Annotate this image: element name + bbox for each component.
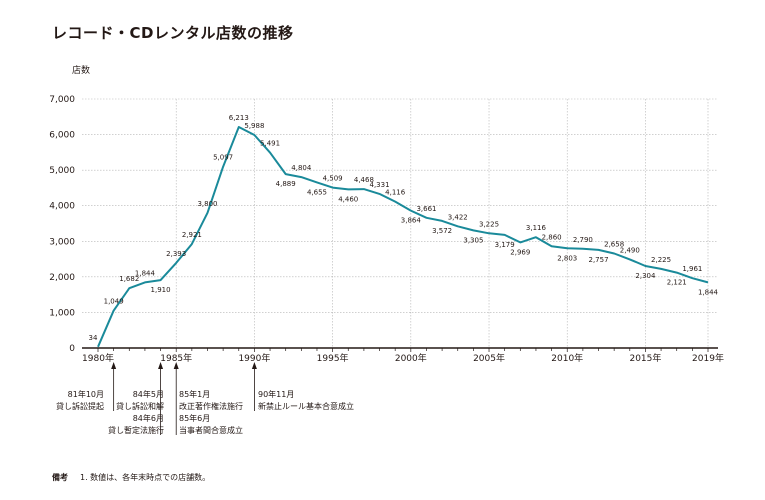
data-label: 1,961: [682, 265, 702, 273]
annotation-1985-date-2: 85年6月: [179, 414, 211, 423]
data-label: 1,844: [135, 269, 156, 277]
data-label: 1,049: [104, 298, 124, 306]
data-label: 4,460: [338, 195, 358, 203]
data-label: 2,790: [573, 236, 593, 244]
annotation-1984: 84年5月 貸し訴訟和解 84年6月 貸し暫定法施行: [90, 389, 164, 437]
annotation-1985-text-1: 改正著作権法施行: [179, 402, 243, 411]
x-tick-label: 2010年: [551, 352, 583, 364]
annotation-1990-text: 新禁止ルール基本合意成立: [258, 402, 354, 411]
data-label: 1,910: [151, 286, 171, 294]
data-label: 3,864: [401, 217, 422, 225]
series-line: [97, 126, 709, 348]
data-label: 4,509: [323, 175, 343, 183]
annotation-arrowhead: [111, 362, 117, 369]
x-tick-label: 2005年: [473, 352, 505, 364]
data-label: 4,116: [385, 189, 406, 197]
data-label: 4,655: [307, 188, 327, 196]
data-label: 3,422: [448, 213, 468, 221]
annotation-1984-text-1: 貸し訴訟和解: [116, 402, 164, 411]
footnote-text: 1. 数値は、各年末時点での店舗数。: [80, 473, 211, 482]
data-label: 2,658: [604, 240, 624, 248]
data-label: 2,757: [588, 256, 608, 264]
data-label: 3,800: [197, 200, 217, 208]
annotation-arrowhead: [158, 362, 164, 369]
annotation-1981: 81年10月 貸し訴訟提起: [30, 389, 104, 413]
data-label: 2,921: [182, 231, 202, 239]
annotation-1981-text: 貸し訴訟提起: [56, 402, 104, 411]
data-label: 2,225: [651, 256, 671, 264]
x-tick-label: 1985年: [160, 352, 192, 364]
data-label: 34: [89, 334, 98, 342]
data-label: 5,988: [244, 122, 264, 130]
data-label: 1,844: [698, 288, 719, 296]
y-tick-label: 2,000: [49, 273, 75, 283]
y-tick-label: 6,000: [49, 131, 75, 141]
x-tick-label: 1995年: [317, 352, 349, 364]
y-tick-label: 7,000: [49, 95, 75, 105]
annotation-1990: 90年11月 新禁止ルール基本合意成立: [258, 389, 354, 413]
data-label: 5,097: [213, 154, 233, 162]
data-label: 3,572: [432, 227, 452, 235]
annotation-1984-date-2: 84年6月: [132, 414, 164, 423]
y-tick-label: 4,000: [49, 202, 75, 212]
data-label: 2,803: [557, 254, 577, 262]
data-label: 1,682: [119, 275, 139, 283]
x-tick-label: 2019年: [692, 352, 724, 364]
annotation-1990-date: 90年11月: [258, 390, 295, 399]
data-label: 2,121: [667, 279, 687, 287]
data-label: 5,491: [260, 140, 280, 148]
annotation-1985-date-1: 85年1月: [179, 390, 211, 399]
data-label: 4,468: [354, 176, 374, 184]
footnote: 備考 1. 数値は、各年末時点での店舗数。: [52, 472, 210, 483]
data-label: 3,661: [416, 205, 436, 213]
data-label: 2,860: [542, 233, 562, 241]
data-label: 3,116: [526, 224, 547, 232]
y-tick-label: 0: [69, 344, 75, 354]
data-label: 4,804: [291, 164, 312, 172]
annotation-1981-date: 81年10月: [67, 390, 104, 399]
data-label: 2,393: [166, 250, 186, 258]
x-tick-label: 1980年: [82, 352, 114, 364]
page-title: レコード・CDレンタル店数の推移: [52, 24, 294, 42]
annotation-1984-text-2: 貸し暫定法施行: [108, 426, 164, 435]
data-label: 3,179: [495, 241, 515, 249]
annotation-1984-date-1: 84年5月: [132, 390, 164, 399]
footnote-key: 備考: [52, 473, 68, 482]
x-tick-label: 2015年: [629, 352, 661, 364]
annotation-1985-text-2: 当事者間合意成立: [179, 426, 243, 435]
data-label: 2,969: [510, 248, 530, 256]
annotation-arrowhead: [251, 362, 257, 369]
x-tick-label: 1990年: [238, 352, 270, 364]
data-label: 3,225: [479, 220, 499, 228]
data-label: 3,305: [463, 236, 483, 244]
data-label: 6,213: [229, 114, 249, 122]
data-label: 2,490: [620, 246, 640, 254]
x-tick-label: 2000年: [395, 352, 427, 364]
annotation-arrowhead: [173, 362, 179, 369]
annotation-1985: 85年1月 改正著作権法施行 85年6月 当事者間合意成立: [179, 389, 243, 437]
y-tick-label: 3,000: [49, 237, 75, 247]
data-label: 4,889: [276, 180, 296, 188]
data-label: 4,331: [370, 181, 390, 189]
y-axis-label: 店数: [72, 64, 90, 76]
line-chart: 店数 0 1,000 2,000 3,000 4,000 5,000 6,000 7,000 19…: [49, 64, 724, 435]
y-tick-label: 1,000: [49, 308, 75, 318]
data-label: 2,304: [635, 272, 656, 280]
y-tick-label: 5,000: [49, 166, 75, 176]
